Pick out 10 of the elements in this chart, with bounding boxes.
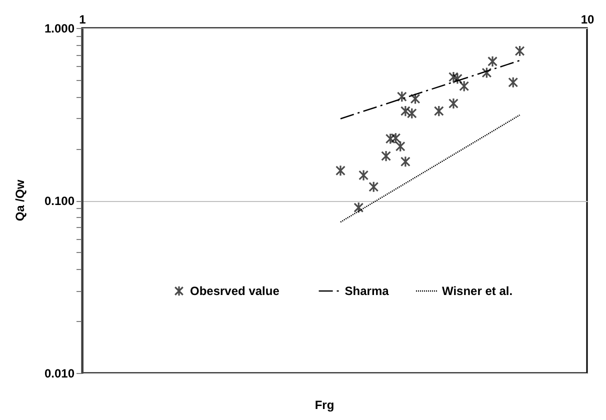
x-axis-title: Frg xyxy=(314,398,334,412)
x-tick-label: 10 xyxy=(580,12,594,26)
y-tick-label: 0.010 xyxy=(44,366,75,380)
y-tick-label: 1.000 xyxy=(44,22,75,36)
legend-label: Wisner et al. xyxy=(442,284,513,298)
y-tick-label: 0.100 xyxy=(44,194,75,208)
y-axis-title: Qa /Qw xyxy=(13,179,27,222)
legend-label: Obesrved value xyxy=(190,284,280,298)
x-tick-label: 1 xyxy=(79,12,86,26)
legend-label: Sharma xyxy=(344,284,390,298)
